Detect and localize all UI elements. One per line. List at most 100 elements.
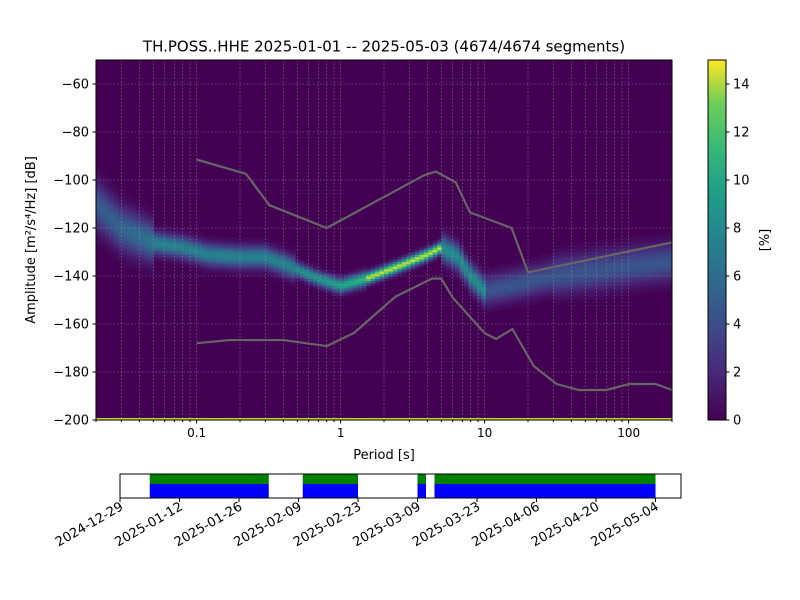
heatmap-cell <box>392 264 398 267</box>
heatmap-cell <box>534 266 540 270</box>
heatmap-cell <box>530 268 536 272</box>
heatmap-cell <box>202 237 208 241</box>
heatmap-cell <box>96 237 101 241</box>
heatmap-cell <box>246 252 252 255</box>
heatmap-cell <box>127 256 132 260</box>
heatmap-cell <box>135 256 141 260</box>
heatmap-cell <box>587 285 593 289</box>
heatmap-cell <box>113 206 119 210</box>
heatmap-cell <box>109 201 115 205</box>
heatmap-cell <box>654 247 660 250</box>
heatmap-cell <box>144 208 150 212</box>
heatmap-cell <box>640 252 646 255</box>
heatmap-cell <box>118 230 123 234</box>
heatmap-cell <box>640 290 646 294</box>
heatmap-cell <box>127 266 132 270</box>
heatmap-cell <box>516 292 522 296</box>
heatmap-cell <box>131 201 137 205</box>
heatmap-cell <box>202 268 208 272</box>
heatmap-cell <box>561 247 567 250</box>
heatmap-cell <box>516 304 522 308</box>
heatmap-cell <box>131 223 137 226</box>
heatmap-cell <box>118 220 123 224</box>
heatmap-cell <box>539 297 544 301</box>
heatmap-cell <box>113 199 119 202</box>
heatmap-cell <box>561 290 567 294</box>
heatmap-cell <box>100 220 106 224</box>
heatmap-cell <box>370 271 376 274</box>
heatmap-cell <box>211 247 217 250</box>
heatmap-cell <box>574 268 580 272</box>
heatmap-cell <box>149 220 154 224</box>
heatmap-cell <box>450 242 456 246</box>
heatmap-cell <box>149 244 154 248</box>
heatmap-cell <box>211 264 217 267</box>
heatmap-cell <box>96 220 101 224</box>
heatmap-cell <box>171 256 177 260</box>
heatmap-cell <box>614 247 620 250</box>
heatmap-cell <box>357 268 363 272</box>
heatmap-cell <box>649 268 655 272</box>
heatmap-cell <box>512 266 518 270</box>
heatmap-cell <box>609 288 615 291</box>
heatmap-cell <box>561 295 567 298</box>
heatmap-cell <box>127 249 132 253</box>
heatmap-cell <box>233 252 239 255</box>
heatmap-cell <box>556 283 562 286</box>
heatmap-cell <box>104 240 110 243</box>
heatmap-cell <box>468 295 474 298</box>
heatmap-cell <box>122 206 128 210</box>
heatmap-cell <box>415 264 420 267</box>
heatmap-cell <box>242 244 248 248</box>
heatmap-cell <box>663 244 668 248</box>
heatmap-cell <box>379 271 385 274</box>
heatmap-cell <box>623 278 629 282</box>
heatmap-cell <box>596 278 602 282</box>
heatmap-cell <box>663 247 668 250</box>
heatmap-cell <box>317 283 323 286</box>
heatmap-cell <box>96 218 101 222</box>
heatmap-cell <box>534 288 540 291</box>
heatmap-cell <box>636 268 642 272</box>
heatmap-cell <box>459 240 465 243</box>
heatmap-cell <box>100 247 106 250</box>
heatmap-cell <box>432 249 438 253</box>
heatmap-cell <box>131 256 137 260</box>
heatmap-cell <box>140 259 146 262</box>
heatmap-cell <box>149 240 154 243</box>
heatmap-cell <box>539 285 544 289</box>
heatmap-cell <box>326 276 332 279</box>
heatmap-cell <box>658 256 664 260</box>
heatmap-cell <box>131 247 137 250</box>
heatmap-cell <box>570 252 575 255</box>
heatmap-cell <box>131 196 137 200</box>
heatmap-cell <box>490 302 496 306</box>
heatmap-cell <box>477 268 482 272</box>
heatmap-cell <box>645 242 651 246</box>
colorbar-tick-label: 14 <box>733 78 750 93</box>
heatmap-cell <box>640 237 646 241</box>
heatmap-cell <box>530 266 536 270</box>
heatmap-cell <box>357 266 363 270</box>
heatmap-cell <box>144 252 150 255</box>
heatmap-cell <box>100 232 106 236</box>
heatmap-cell <box>113 249 119 253</box>
heatmap-cell <box>255 242 261 246</box>
heatmap-cell <box>578 249 584 253</box>
heatmap-cell <box>220 271 225 274</box>
heatmap-cell <box>636 273 642 277</box>
heatmap-cell <box>521 304 527 308</box>
heatmap-cell <box>104 242 110 246</box>
y-tick-label: −200 <box>53 414 89 429</box>
heatmap-cell <box>663 271 668 274</box>
heatmap-cell <box>481 297 487 301</box>
heatmap-cell <box>109 211 115 214</box>
heatmap-cell <box>428 252 434 255</box>
heatmap-cell <box>614 273 620 277</box>
heatmap-cell <box>175 240 181 243</box>
heatmap-cell <box>96 192 101 195</box>
heatmap-cell <box>193 242 199 246</box>
heatmap-cell <box>539 273 544 277</box>
heatmap-cell <box>472 300 478 303</box>
heatmap-cell <box>596 240 602 243</box>
